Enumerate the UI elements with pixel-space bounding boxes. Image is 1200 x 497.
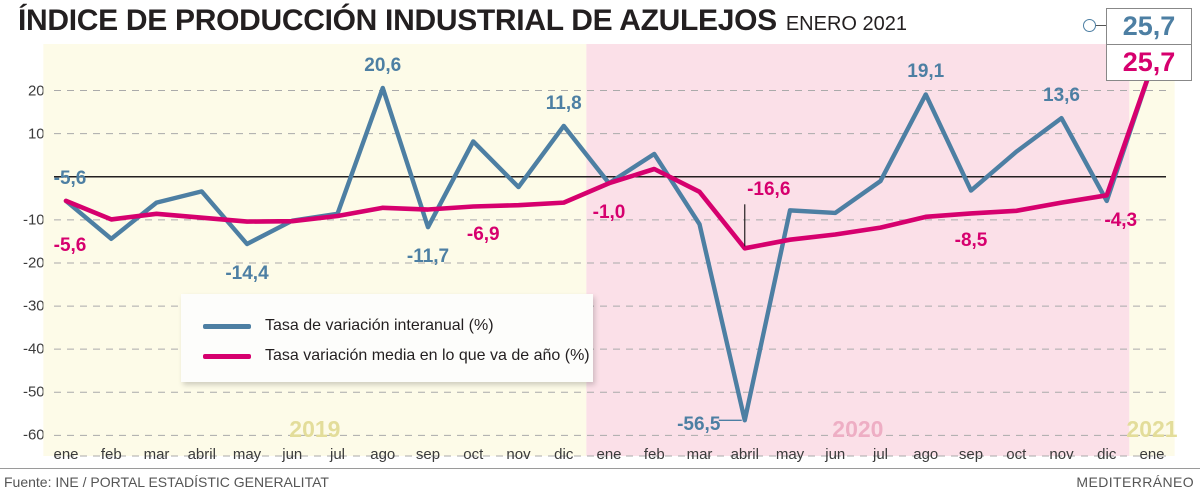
latest-point-marker (1083, 19, 1096, 32)
page-title: ÍNDICE DE PRODUCCIÓN INDUSTRIAL DE AZULE… (18, 4, 777, 37)
x-tick-1: feb (100, 446, 122, 463)
x-tick-21: oct (1006, 446, 1027, 463)
line-chart-svg (43, 44, 1175, 457)
x-tick-4: may (232, 446, 262, 463)
x-tick-10: nov (506, 446, 531, 463)
x-tick-2: mar (143, 446, 170, 463)
data-label-2: -14,4 (225, 263, 269, 284)
data-label-10: 19,1 (907, 61, 945, 83)
data-label-12: 13,6 (1043, 85, 1080, 107)
legend-label-media: Tasa variación media en lo que va de año… (265, 347, 590, 364)
data-label-3: 20,6 (364, 54, 402, 76)
data-label-5: -6,9 (466, 223, 500, 245)
x-tick-5: jun (282, 446, 303, 463)
data-label-0: -5,6 (53, 167, 87, 189)
legend-swatch-pink (203, 353, 251, 359)
x-tick-3: abril (187, 446, 216, 463)
series-line-media (63, 63, 1155, 251)
x-tick-20: sep (958, 446, 984, 463)
year-watermark-2019: 2019 (289, 416, 341, 442)
data-label-9: -56,5 (677, 414, 721, 436)
x-tick-17: jun (825, 446, 846, 463)
data-label-8: -16,6 (747, 179, 791, 201)
chart-area: 2019 2020 2021 -5,6 -5,6 -14,4 20,6 -11,7 -6,9 11… (0, 44, 1200, 462)
legend-item-media: Tasa variación media en lo que va de año… (203, 347, 590, 365)
x-tick-0: ene (53, 446, 79, 463)
footer: Fuente: INE / PORTAL ESTADÍSTIC GENERALI… (0, 468, 1200, 497)
x-tick-15: abril (730, 446, 759, 463)
data-label-6: 11,8 (545, 92, 582, 114)
x-tick-12: ene (596, 446, 622, 463)
year-band-2020 (586, 44, 1130, 456)
source-text: Fuente: INE / PORTAL ESTADÍSTIC GENERALI… (4, 474, 329, 490)
legend-label-interanual: Tasa de variación interanual (%) (265, 317, 494, 334)
x-tick-13: feb (643, 446, 665, 463)
x-tick-24: ene (1139, 446, 1165, 463)
year-band-2019 (43, 44, 587, 456)
x-tick-16: may (775, 446, 805, 463)
x-axis-labels: ene feb mar abril may jun jul ago sep oct nov dic en… (0, 446, 1200, 470)
page-subtitle: ENERO 2021 (785, 13, 907, 35)
x-tick-7: ago (370, 446, 396, 463)
year-watermark-2020: 2020 (832, 416, 884, 442)
x-tick-9: oct (463, 446, 484, 463)
year-watermark-2021: 2021 (1126, 416, 1178, 442)
callout-interanual-value: 25,7 (1107, 9, 1191, 45)
x-tick-23: dic (1097, 446, 1117, 463)
legend-swatch-blue (203, 323, 251, 329)
data-label-1: -5,6 (53, 234, 87, 256)
data-label-11: -8,5 (954, 230, 988, 252)
year-bands (43, 44, 1175, 456)
chart-legend: Tasa de variación interanual (%) Tasa va… (181, 294, 593, 382)
x-tick-19: ago (913, 446, 939, 463)
annotation-leaders (718, 204, 746, 421)
x-tick-22: nov (1049, 446, 1074, 463)
x-tick-6: jul (329, 446, 346, 463)
header: ÍNDICE DE PRODUCCIÓN INDUSTRIAL DE AZULE… (18, 6, 907, 36)
brand-text: MEDITERRÁNEO (1076, 474, 1194, 490)
latest-value-callout: 25,7 25,7 (1106, 8, 1192, 81)
data-label-13: -4,3 (1104, 210, 1138, 232)
data-label-4: -11,7 (406, 246, 450, 268)
legend-item-interanual: Tasa de variación interanual (%) (203, 317, 494, 335)
data-label-7: -1,0 (592, 202, 626, 224)
callout-connector (1092, 25, 1108, 26)
x-tick-14: mar (686, 446, 713, 463)
x-tick-8: sep (415, 446, 441, 463)
x-tick-11: dic (554, 446, 574, 463)
callout-media-value: 25,7 (1122, 47, 1176, 77)
x-tick-18: jul (872, 446, 889, 463)
